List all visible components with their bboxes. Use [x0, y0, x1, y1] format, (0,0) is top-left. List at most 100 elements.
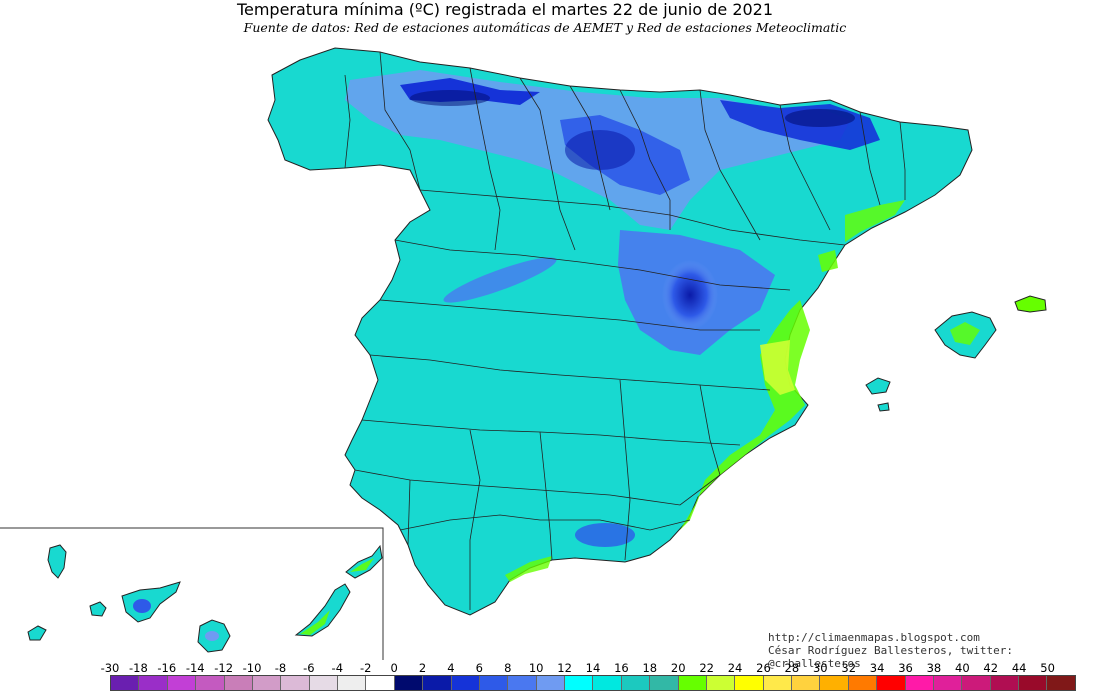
catalonia-coast-warm — [845, 200, 905, 242]
legend-swatch — [196, 676, 225, 690]
legend-label: 30 — [812, 661, 828, 675]
canary-inset-frame — [0, 527, 384, 660]
legend-label: 4 — [447, 661, 455, 675]
el-hierro-island — [27, 625, 47, 641]
legend-swatch — [252, 676, 282, 690]
legend-label: -2 — [359, 661, 372, 675]
legend-swatch — [111, 676, 140, 690]
legend-swatch — [848, 676, 878, 690]
legend-swatch — [1019, 676, 1048, 690]
legend-label: 22 — [699, 661, 714, 675]
legend-label: 36 — [898, 661, 913, 675]
legend-label: -16 — [157, 661, 177, 675]
legend-label: 14 — [585, 661, 601, 675]
legend-color-bar — [110, 675, 1076, 691]
legend-swatch — [139, 676, 168, 690]
legend-label: -14 — [185, 661, 205, 675]
legend-label: 10 — [528, 661, 544, 675]
legend-swatch — [451, 676, 480, 690]
la-palma-island — [47, 544, 67, 579]
teide-cool — [133, 599, 151, 613]
legend-swatch — [1047, 676, 1075, 690]
legend-swatch — [962, 676, 991, 690]
andalusia-coast-warm — [505, 556, 552, 582]
legend-swatch — [706, 676, 736, 690]
legend-label: 16 — [614, 661, 629, 675]
ebro-delta-warm — [818, 250, 838, 272]
author-credit: César Rodríguez Ballesteros, twitter: @c… — [768, 644, 1014, 670]
legend-label: 44 — [1011, 661, 1027, 675]
legend-swatch — [792, 676, 821, 690]
lanzarote-warm — [350, 558, 374, 572]
legend-label: 24 — [727, 661, 743, 675]
ibiza-island — [865, 377, 891, 395]
legend-swatch — [735, 676, 764, 690]
legend-swatch — [281, 676, 310, 690]
legend-swatch — [536, 676, 565, 690]
legend-swatch — [621, 676, 651, 690]
pyrenees-core — [785, 109, 855, 127]
legend-label: -6 — [303, 661, 315, 675]
legend-swatch — [990, 676, 1019, 690]
legend-swatch — [508, 676, 537, 690]
legend-swatch — [650, 676, 679, 690]
legend-swatch — [877, 676, 906, 690]
gran-canaria-cool — [205, 631, 219, 641]
lanzarote-island — [345, 544, 383, 579]
legend-swatch — [479, 676, 509, 690]
sierra-nevada-cool — [575, 523, 635, 547]
legend-label: -8 — [274, 661, 287, 675]
map-title: Temperatura mínima (ºC) registrada el ma… — [236, 0, 774, 19]
legend-swatch — [338, 676, 367, 690]
legend-swatch — [565, 676, 594, 690]
tenerife-island — [121, 581, 181, 623]
soria-cold-core — [565, 130, 635, 170]
fuerteventura-warm — [300, 610, 330, 635]
legend-swatch — [423, 676, 452, 690]
cold-core — [662, 260, 718, 330]
legend-label: 38 — [926, 661, 942, 675]
legend-swatch — [593, 676, 622, 690]
legend-label: -30 — [100, 661, 120, 675]
legend-swatch — [905, 676, 934, 690]
credits: http://climaenmapas.blogspot.com César R… — [768, 631, 1098, 670]
legend-swatch — [763, 676, 792, 690]
mallorca-warm-zone — [950, 322, 980, 345]
legend-label: -4 — [331, 661, 344, 675]
blog-url: http://climaenmapas.blogspot.com — [768, 631, 980, 644]
province-borders — [344, 51, 906, 610]
legend-swatch — [933, 676, 963, 690]
legend-label: 42 — [983, 661, 999, 675]
legend-swatch — [678, 676, 707, 690]
central-system-cool — [443, 257, 557, 303]
legend-label: 6 — [475, 661, 483, 675]
legend-labels: -30 -18 -16 -14 -12 -10 -8 -6 -4 -2 0 2 4 6 8 10 12 14 16 1… — [0, 661, 1098, 675]
formentera-island — [877, 402, 890, 412]
legend-label: 28 — [784, 661, 800, 675]
legend-swatch — [366, 676, 395, 690]
legend-label: 26 — [756, 661, 771, 675]
legend-swatch — [394, 676, 424, 690]
legend-label: 32 — [841, 661, 857, 675]
legend-label: 34 — [869, 661, 885, 675]
legend-swatch — [309, 676, 338, 690]
menorca-island — [1014, 295, 1047, 313]
legend-label: 20 — [670, 661, 686, 675]
legend-label: 8 — [504, 661, 512, 675]
legend-label: 18 — [642, 661, 658, 675]
legend-label: -12 — [214, 661, 234, 675]
map-subtitle: Fuente de datos: Red de estaciones autom… — [243, 20, 847, 35]
la-gomera-island — [89, 601, 107, 617]
legend-swatch — [167, 676, 197, 690]
fuerteventura-island — [294, 583, 351, 637]
legend-label: 40 — [955, 661, 970, 675]
legend-label: 50 — [1040, 661, 1055, 675]
legend-label: -10 — [242, 661, 262, 675]
valencia-coast-warm — [760, 340, 795, 395]
legend-swatch — [224, 676, 253, 690]
peninsula-landmass — [267, 47, 973, 616]
legend-label: 0 — [390, 661, 398, 675]
cantabrian-core — [410, 90, 490, 106]
legend-label: 2 — [418, 661, 427, 675]
